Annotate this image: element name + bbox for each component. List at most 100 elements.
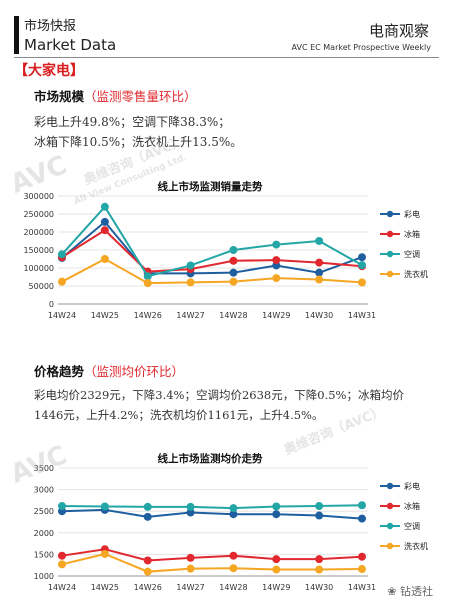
header-title-en: Market Data	[24, 36, 117, 54]
x-tick-label: 14W27	[176, 311, 204, 320]
data-point-washer	[186, 278, 195, 287]
section1-title-text: 市场规模	[34, 89, 85, 104]
data-point-fridge	[100, 226, 109, 235]
section2-title-text: 价格趋势	[34, 364, 85, 379]
chart-title: 线上市场监测均价走势	[158, 452, 263, 465]
data-point-fridge	[358, 552, 366, 561]
data-point-fridge	[272, 256, 281, 265]
y-tick-label: 2500	[34, 507, 54, 516]
series-line-tv	[61, 508, 363, 520]
header-divider	[14, 57, 439, 58]
data-point-ac	[315, 502, 324, 511]
series-line-fridge	[61, 548, 363, 562]
price-trend-chart: 线上市场监测均价走势 1000 1500 2000 2500 3000 3500 14W24 1…	[34, 452, 428, 592]
section2-line: 1446元，上升4.2%；洗衣机均价1161元，上升4.5%。	[34, 408, 324, 422]
legend-label-washer: 洗衣机	[404, 541, 428, 551]
x-tick-label: 14W27	[176, 583, 204, 592]
category-tag: 【大家电】	[14, 63, 84, 79]
sales-trend-chart: 线上市场监测销量走势 0 50000 100000 150000 200000 250000…	[23, 180, 428, 320]
series-line-washer	[61, 257, 363, 285]
data-point-tv	[358, 253, 366, 262]
x-tick-label: 14W24	[48, 583, 76, 592]
footer-text: 钻透社	[400, 585, 433, 598]
y-tick-label: 1000	[34, 572, 54, 581]
data-point-washer	[143, 567, 152, 576]
data-point-washer	[315, 275, 324, 284]
data-point-ac	[358, 501, 366, 510]
x-tick-label: 14W31	[348, 311, 376, 320]
legend-label-washer: 洗衣机	[404, 269, 428, 279]
legend-label-fridge: 冰箱	[404, 501, 420, 511]
data-point-fridge	[272, 555, 281, 564]
x-tick-label: 14W29	[262, 311, 290, 320]
data-point-tv	[315, 268, 324, 277]
data-point-tv	[186, 508, 195, 517]
legend-marker-fridge	[386, 502, 394, 510]
series-line-tv	[61, 220, 363, 275]
y-tick-label: 300000	[23, 192, 54, 201]
data-point-ac	[315, 237, 324, 245]
data-point-ac	[229, 504, 238, 513]
legend-marker-tv	[386, 210, 394, 218]
legend-marker-fridge	[386, 230, 394, 238]
legend-marker-washer	[386, 270, 394, 278]
data-point-ac	[58, 502, 66, 511]
legend-marker-tv	[386, 482, 394, 490]
y-tick-label: 50000	[29, 282, 54, 291]
x-tick-label: 14W29	[262, 583, 290, 592]
series-line-fridge	[61, 228, 363, 273]
data-point-tv	[100, 217, 109, 226]
chart-title: 线上市场监测销量走势	[158, 180, 263, 193]
data-point-washer	[186, 564, 195, 573]
header-accent-bar	[14, 16, 19, 54]
section2-paragraph: 彩电均价2329元，下降3.4%；空调均价2638元，下降0.5%；冰箱均价 1…	[34, 385, 443, 425]
data-point-tv	[143, 512, 152, 521]
header-right-subtitle: AVC EC Market Prospective Weekly	[291, 43, 431, 52]
data-point-ac	[272, 502, 281, 511]
data-point-washer	[315, 565, 324, 574]
x-tick-label: 14W28	[219, 311, 247, 320]
data-point-washer	[272, 274, 281, 283]
x-tick-label: 14W25	[91, 583, 119, 592]
legend-marker-washer	[386, 542, 394, 550]
x-tick-label: 14W26	[134, 583, 162, 592]
data-point-ac	[143, 272, 152, 281]
data-point-washer	[272, 565, 281, 574]
data-point-fridge	[186, 553, 195, 562]
legend-marker-ac	[386, 250, 394, 258]
section1-highlight: （监测零售量环比）	[84, 89, 197, 104]
data-point-washer	[100, 549, 109, 558]
series-line-ac	[61, 205, 363, 278]
legend-label-tv: 彩电	[404, 481, 420, 491]
data-point-washer	[358, 278, 366, 287]
footer-brand: ❀ 钻透社	[387, 585, 433, 598]
data-point-tv	[229, 510, 238, 519]
data-point-fridge	[315, 258, 324, 267]
data-point-fridge	[315, 555, 324, 564]
section2-line: 彩电均价2329元，下降3.4%；空调均价2638元，下降0.5%；冰箱均价	[34, 388, 404, 402]
x-tick-label: 14W31	[348, 583, 376, 592]
data-point-ac	[100, 202, 109, 211]
data-point-tv	[272, 510, 281, 519]
data-point-washer	[229, 277, 238, 286]
data-point-washer	[229, 564, 238, 573]
data-point-ac	[186, 502, 195, 511]
legend-label-fridge: 冰箱	[404, 229, 420, 239]
x-tick-label: 14W26	[134, 311, 162, 320]
y-tick-label: 200000	[23, 228, 54, 237]
y-tick-label: 150000	[23, 246, 54, 255]
x-tick-label: 14W30	[305, 583, 333, 592]
header-title-cn: 市场快报	[24, 19, 77, 34]
data-point-ac	[272, 240, 281, 249]
x-tick-label: 14W25	[91, 311, 119, 320]
y-tick-label: 100000	[23, 264, 54, 273]
data-point-washer	[58, 277, 66, 286]
data-point-fridge	[143, 556, 152, 565]
x-tick-label: 14W30	[305, 311, 333, 320]
data-point-ac	[58, 250, 66, 259]
series-line-ac	[61, 504, 363, 510]
data-point-washer	[58, 560, 66, 569]
y-tick-label: 2000	[34, 529, 54, 538]
y-tick-label: 3500	[34, 464, 54, 473]
section1-line: 冰箱下降10.5%；洗衣机上升13.5%。	[34, 135, 243, 149]
